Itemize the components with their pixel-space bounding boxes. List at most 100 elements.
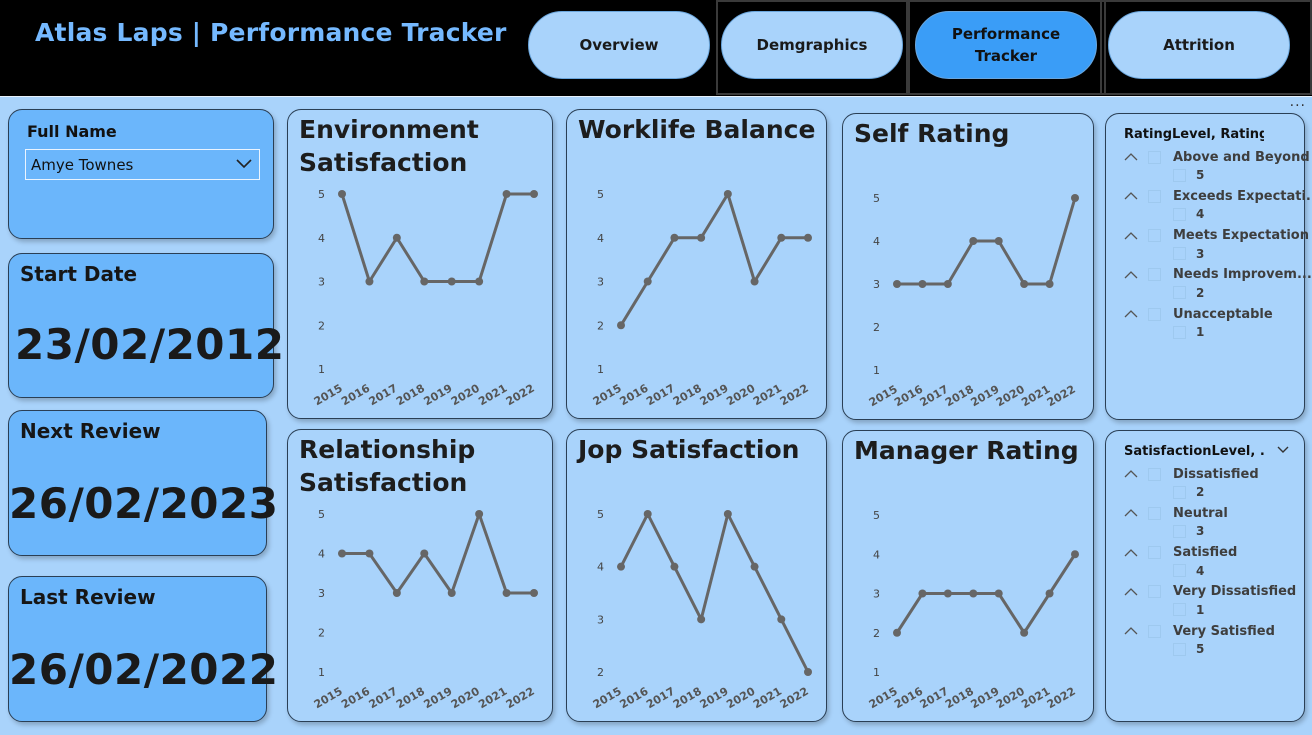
data-point[interactable]	[365, 549, 374, 558]
nav-overview-button[interactable]: Overview	[528, 11, 710, 79]
nav-performance-tracker-button[interactable]: Performance Tracker	[915, 11, 1097, 79]
more-options-icon[interactable]: ···	[1289, 98, 1306, 114]
filter-subitem[interactable]: 1	[1173, 602, 1204, 618]
checkbox[interactable]	[1148, 546, 1161, 560]
data-point[interactable]	[643, 510, 652, 518]
data-point[interactable]	[502, 589, 511, 597]
filter-subitem[interactable]: 3	[1173, 523, 1204, 539]
checkbox[interactable]	[1173, 207, 1186, 221]
filter-item[interactable]: Very Satisfied	[1124, 622, 1312, 640]
data-point[interactable]	[893, 628, 901, 637]
data-point[interactable]	[994, 589, 1003, 598]
checkbox[interactable]	[1148, 585, 1161, 599]
filter-item[interactable]: Satisfied	[1124, 544, 1312, 562]
data-point[interactable]	[994, 237, 1003, 245]
data-point[interactable]	[365, 277, 374, 286]
data-point[interactable]	[475, 510, 484, 518]
chevron-up-icon[interactable]	[1124, 626, 1138, 636]
checkbox[interactable]	[1173, 168, 1186, 182]
data-point[interactable]	[338, 190, 346, 198]
data-point[interactable]	[969, 589, 978, 598]
checkbox[interactable]	[1173, 642, 1186, 656]
data-point[interactable]	[918, 280, 927, 288]
data-point[interactable]	[943, 280, 952, 288]
nav-demographics-button[interactable]: Demgraphics	[721, 11, 903, 79]
checkbox[interactable]	[1173, 325, 1186, 339]
data-point[interactable]	[530, 190, 538, 198]
checkbox[interactable]	[1173, 485, 1186, 499]
chevron-up-icon[interactable]	[1124, 152, 1138, 162]
filter-subitem[interactable]: 5	[1173, 167, 1204, 183]
checkbox[interactable]	[1148, 624, 1161, 638]
data-point[interactable]	[447, 589, 456, 597]
checkbox[interactable]	[1148, 268, 1161, 282]
chevron-up-icon[interactable]	[1124, 508, 1138, 518]
data-point[interactable]	[502, 190, 511, 198]
data-point[interactable]	[697, 615, 706, 624]
data-point[interactable]	[643, 277, 652, 286]
chevron-up-icon[interactable]	[1124, 548, 1138, 558]
filter-item[interactable]: Neutral	[1124, 504, 1312, 522]
data-point[interactable]	[723, 510, 732, 518]
checkbox[interactable]	[1148, 189, 1161, 203]
data-point[interactable]	[804, 233, 812, 242]
data-point[interactable]	[1071, 550, 1079, 559]
checkbox[interactable]	[1148, 307, 1161, 321]
data-point[interactable]	[392, 589, 401, 597]
chevron-up-icon[interactable]	[1124, 270, 1138, 280]
filter-item[interactable]: Meets Expectation	[1124, 227, 1312, 245]
chevron-down-icon[interactable]	[1276, 443, 1290, 457]
filter-subitem[interactable]: 1	[1173, 324, 1204, 340]
checkbox[interactable]	[1173, 564, 1186, 578]
full-name-dropdown[interactable]: Amye Townes	[25, 149, 260, 180]
chevron-up-icon[interactable]	[1124, 587, 1138, 597]
nav-attrition-button[interactable]: Attrition	[1108, 11, 1290, 79]
data-point[interactable]	[447, 277, 456, 286]
filter-subitem[interactable]: 4	[1173, 563, 1204, 579]
filter-item[interactable]: Above and Beyond	[1124, 148, 1312, 166]
data-point[interactable]	[530, 589, 538, 597]
data-point[interactable]	[1020, 628, 1029, 637]
data-point[interactable]	[338, 549, 346, 558]
data-point[interactable]	[420, 277, 429, 286]
filter-subitem[interactable]: 5	[1173, 641, 1204, 657]
filter-item[interactable]: Very Dissatisfied	[1124, 583, 1312, 601]
data-point[interactable]	[969, 237, 978, 245]
filter-subitem[interactable]: 2	[1173, 484, 1204, 500]
data-point[interactable]	[475, 277, 484, 286]
data-point[interactable]	[617, 562, 625, 571]
data-point[interactable]	[723, 190, 732, 198]
data-point[interactable]	[697, 233, 706, 242]
filter-subitem[interactable]: 3	[1173, 246, 1204, 262]
data-point[interactable]	[943, 589, 952, 598]
data-point[interactable]	[420, 549, 429, 558]
filter-subitem[interactable]: 4	[1173, 206, 1204, 222]
checkbox[interactable]	[1173, 247, 1186, 261]
checkbox[interactable]	[1173, 524, 1186, 538]
filter-item[interactable]: Unacceptable	[1124, 305, 1312, 323]
chevron-up-icon[interactable]	[1124, 469, 1138, 479]
checkbox[interactable]	[1148, 467, 1161, 481]
checkbox[interactable]	[1148, 150, 1161, 164]
data-point[interactable]	[893, 280, 901, 288]
data-point[interactable]	[777, 615, 786, 624]
data-point[interactable]	[750, 562, 759, 571]
checkbox[interactable]	[1148, 229, 1161, 243]
checkbox[interactable]	[1148, 506, 1161, 520]
checkbox[interactable]	[1173, 603, 1186, 617]
data-point[interactable]	[750, 277, 759, 286]
data-point[interactable]	[392, 233, 401, 242]
data-point[interactable]	[1045, 589, 1054, 598]
data-point[interactable]	[777, 233, 786, 242]
chevron-up-icon[interactable]	[1124, 309, 1138, 319]
data-point[interactable]	[804, 668, 812, 676]
filter-subitem[interactable]: 2	[1173, 285, 1204, 301]
chevron-up-icon[interactable]	[1124, 231, 1138, 241]
filter-item[interactable]: Dissatisfied	[1124, 465, 1312, 483]
data-point[interactable]	[1045, 280, 1054, 288]
filter-item[interactable]: Exceeds Expectati...	[1124, 187, 1312, 205]
data-point[interactable]	[1020, 280, 1029, 288]
checkbox[interactable]	[1173, 286, 1186, 300]
chevron-up-icon[interactable]	[1124, 191, 1138, 201]
filter-item[interactable]: Needs Improvem...	[1124, 266, 1312, 284]
